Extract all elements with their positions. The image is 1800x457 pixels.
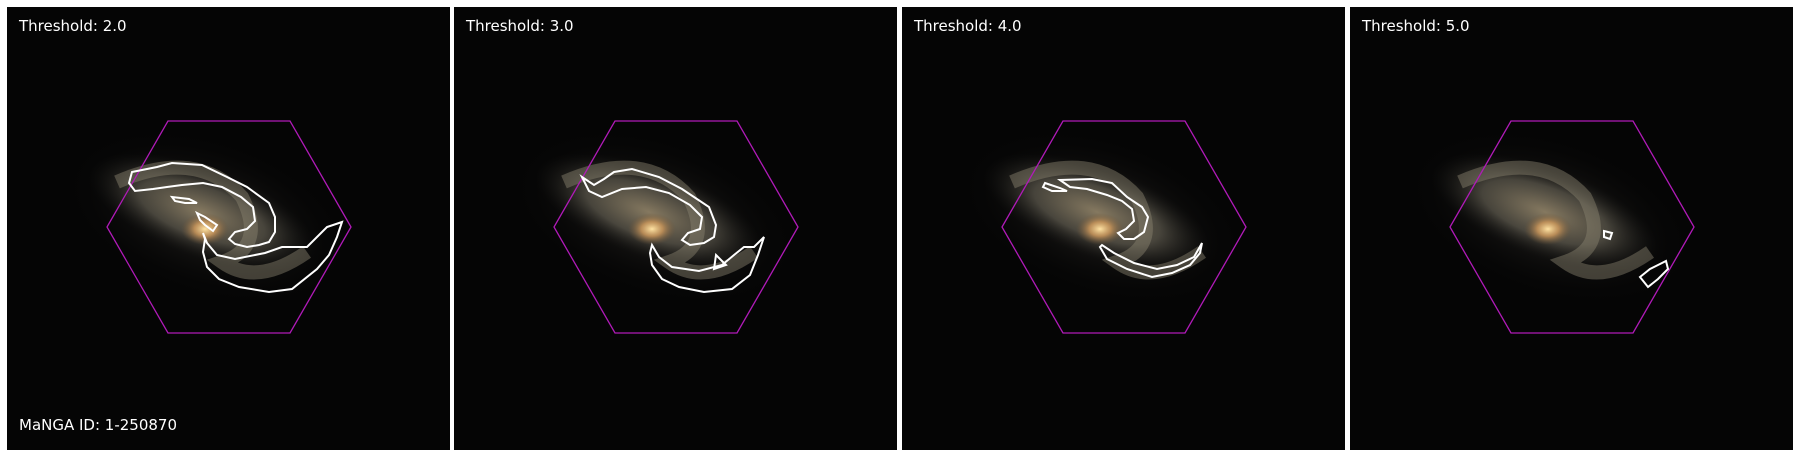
panel-threshold-5: Threshold: 5.0: [1350, 7, 1793, 450]
ifu-hexagon: [106, 120, 352, 334]
ifu-hexagon: [1449, 120, 1695, 334]
threshold-label: Threshold: 3.0: [466, 17, 574, 35]
threshold-label: Threshold: 5.0: [1362, 17, 1470, 35]
galaxy-image: [62, 120, 352, 334]
panel-threshold-3: Threshold: 3.0: [454, 7, 897, 450]
contour-outline: [127, 161, 344, 294]
galaxy-image: [957, 120, 1247, 334]
contour-outline: [1603, 229, 1670, 289]
contour-outline: [579, 167, 765, 294]
panel-threshold-2: Threshold: 2.0 MaNGA ID: 1-250870: [7, 7, 450, 450]
ifu-hexagon: [553, 120, 799, 334]
threshold-label: Threshold: 4.0: [914, 17, 1022, 35]
galaxy-image: [1405, 120, 1695, 334]
manga-id-label: MaNGA ID: 1-250870: [19, 416, 178, 434]
threshold-label: Threshold: 2.0: [19, 17, 127, 35]
contour-outline: [1041, 177, 1203, 279]
galaxy-image: [509, 120, 799, 334]
panel-threshold-4: Threshold: 4.0: [902, 7, 1345, 450]
ifu-hexagon: [1001, 120, 1247, 334]
